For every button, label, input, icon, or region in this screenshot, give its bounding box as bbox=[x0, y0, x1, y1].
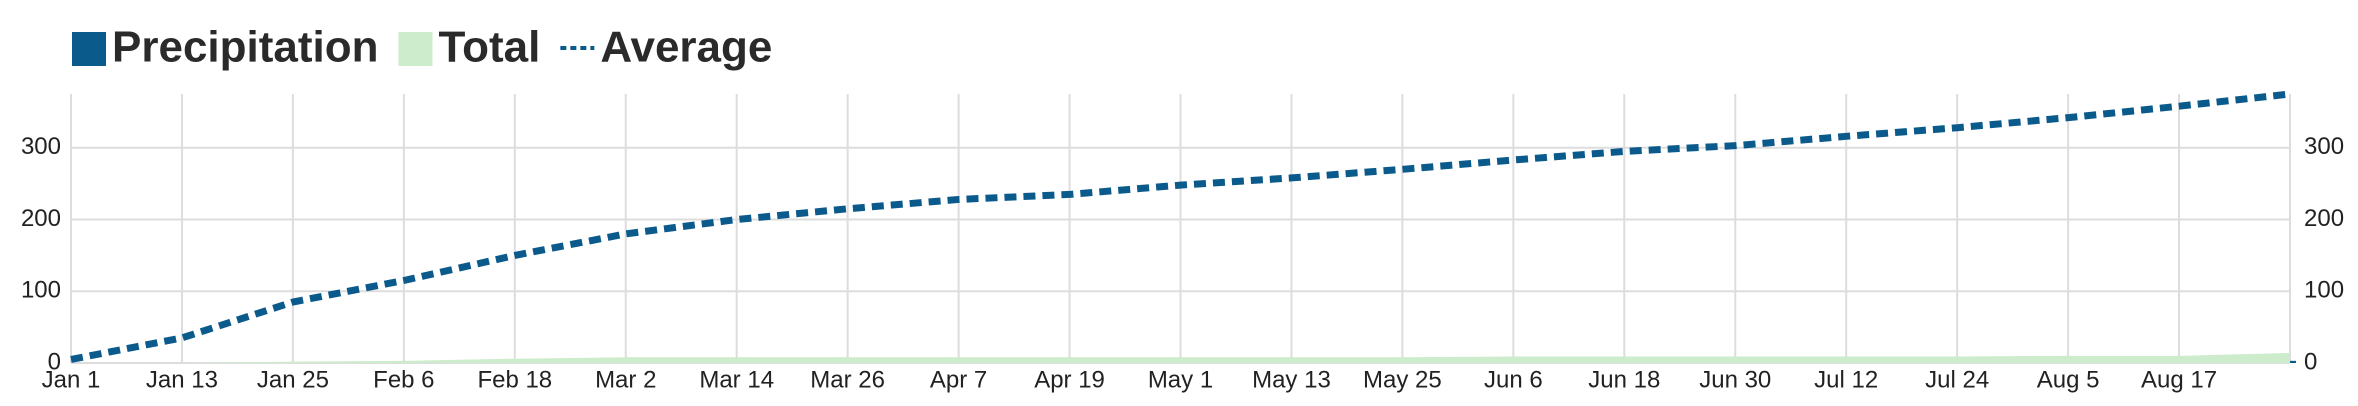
y2-tick-label: 0 bbox=[2304, 348, 2317, 375]
x-tick-label: Apr 7 bbox=[930, 366, 987, 393]
x-tick-label: Feb 6 bbox=[373, 366, 434, 393]
x-tick-label: Aug 5 bbox=[2037, 366, 2100, 393]
y-tick-label: 200 bbox=[21, 205, 61, 232]
x-tick-label: May 1 bbox=[1148, 366, 1213, 393]
x-tick-label: Jul 12 bbox=[1814, 366, 1878, 393]
x-tick-label: Feb 18 bbox=[477, 366, 552, 393]
x-tick-label: Jan 25 bbox=[257, 366, 329, 393]
x-tick-label: May 25 bbox=[1363, 366, 1442, 393]
x-tick-label: Jun 18 bbox=[1588, 366, 1660, 393]
legend-swatch bbox=[398, 32, 433, 66]
x-tick-label: Jul 24 bbox=[1925, 366, 1989, 393]
x-tick-label: Jan 13 bbox=[146, 366, 218, 393]
x-tick-label: Mar 26 bbox=[810, 366, 885, 393]
total-area bbox=[71, 352, 2290, 363]
x-tick-label: May 13 bbox=[1252, 366, 1331, 393]
y-tick-label: 0 bbox=[48, 348, 61, 375]
x-tick-label: Mar 14 bbox=[699, 366, 774, 393]
x-tick-label: Aug 17 bbox=[2141, 366, 2217, 393]
y2-tick-label: 100 bbox=[2304, 277, 2344, 304]
legend-label: Precipitation bbox=[112, 23, 379, 72]
average-line bbox=[70, 90, 2291, 363]
y-tick-label: 100 bbox=[21, 277, 61, 304]
x-tick-label: Apr 19 bbox=[1034, 366, 1105, 393]
y2-tick-label: 200 bbox=[2304, 205, 2344, 232]
x-tick-label: Mar 2 bbox=[595, 366, 656, 393]
y2-tick-label: 300 bbox=[2304, 133, 2344, 160]
legend-label: Total bbox=[439, 23, 541, 72]
y-tick-label: 300 bbox=[21, 133, 61, 160]
legend-label: Average bbox=[600, 23, 772, 72]
x-tick-label: Jun 30 bbox=[1699, 366, 1771, 393]
x-tick-label: Jun 6 bbox=[1484, 366, 1543, 393]
x-tick-label: Jan 1 bbox=[42, 366, 101, 393]
legend-swatch bbox=[72, 32, 106, 66]
